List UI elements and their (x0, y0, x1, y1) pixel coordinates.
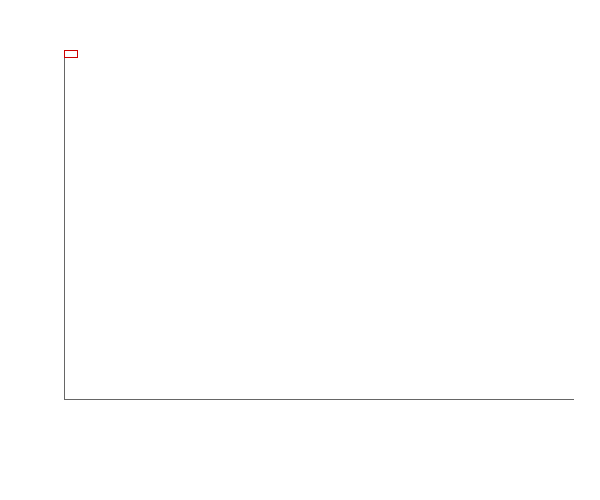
plot-region (64, 50, 574, 400)
y-axis-label-wrap (14, 50, 28, 400)
chart-title (0, 0, 600, 8)
annotation-box (64, 50, 78, 58)
chart-container (0, 0, 600, 500)
chart-subtitle (0, 8, 600, 10)
chart-area (64, 50, 574, 400)
